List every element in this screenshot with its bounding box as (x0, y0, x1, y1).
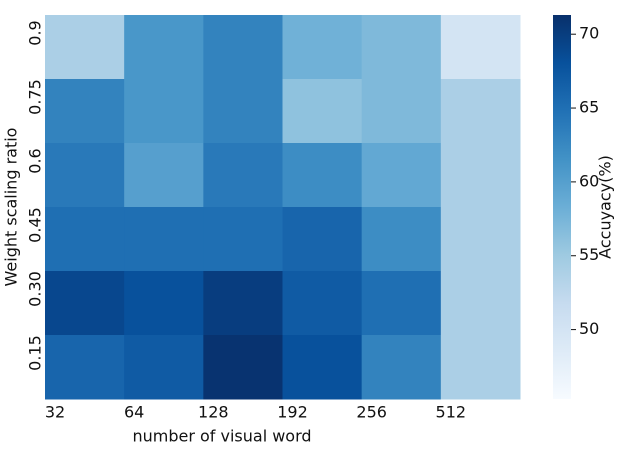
x-tick-label: 192 (277, 403, 308, 422)
heatmap-cell (45, 15, 125, 80)
heatmap-cell (45, 271, 125, 336)
heatmap-cell (124, 207, 204, 272)
colorbar-label: Accuyacy(%) (596, 155, 615, 259)
heatmap-cell (282, 207, 363, 272)
x-tick-label: 64 (124, 403, 144, 422)
x-axis-label: number of visual word (132, 427, 311, 446)
heatmap-cell (124, 335, 204, 400)
colorbar-tick-label: 65 (579, 98, 599, 117)
y-tick-label: 0.15 (26, 335, 45, 371)
heatmap-cell (361, 271, 442, 336)
y-tick-label: 0.30 (26, 271, 45, 307)
y-tick-label: 0.9 (26, 20, 45, 45)
x-tick-label: 32 (45, 403, 65, 422)
y-tick-label: 0.45 (26, 207, 45, 243)
heatmap-cell (282, 335, 363, 400)
heatmap-cell (282, 79, 363, 144)
colorbar-tick-label: 70 (579, 24, 599, 43)
heatmap-cell (440, 335, 521, 400)
heatmap-cell (203, 207, 283, 272)
heatmap-cell (124, 15, 204, 80)
heatmap-cell (203, 143, 283, 208)
x-tick-label: 128 (198, 403, 229, 422)
heatmap-cell (282, 143, 363, 208)
heatmap-cell (203, 335, 283, 400)
heatmap-cell (440, 143, 521, 208)
heatmap-cell (203, 79, 283, 144)
y-tick-label: 0.75 (26, 79, 45, 115)
heatmap-cell (45, 143, 125, 208)
heatmap-cell (361, 79, 442, 144)
heatmap-cell (440, 79, 521, 144)
heatmap-cell (124, 79, 204, 144)
heatmap-cell (45, 335, 125, 400)
heatmap-cell (45, 79, 125, 144)
heatmap-cell (361, 15, 442, 80)
y-tick-label: 0.6 (26, 148, 45, 173)
heatmap-cell (361, 207, 442, 272)
colorbar-tick-label: 55 (579, 245, 599, 264)
heatmap-cell (440, 207, 521, 272)
y-axis-label: Weight scaling ratio (2, 128, 21, 287)
heatmap-cell (440, 271, 521, 336)
colorbar-tick-label: 50 (579, 319, 599, 338)
colorbar-tick-label: 60 (579, 171, 599, 190)
heatmap-cell (361, 335, 442, 400)
heatmap-cell (440, 15, 521, 80)
heatmap-cell (124, 143, 204, 208)
colorbar (553, 15, 571, 399)
heatmap-cell (124, 271, 204, 336)
heatmap-cell (361, 143, 442, 208)
x-tick-label: 512 (436, 403, 467, 422)
heatmap-cell (282, 271, 363, 336)
heatmap-cell (203, 271, 283, 336)
heatmap-cell (45, 207, 125, 272)
heatmap-cell (282, 15, 363, 80)
heatmap-cell (203, 15, 283, 80)
x-tick-label: 256 (356, 403, 387, 422)
